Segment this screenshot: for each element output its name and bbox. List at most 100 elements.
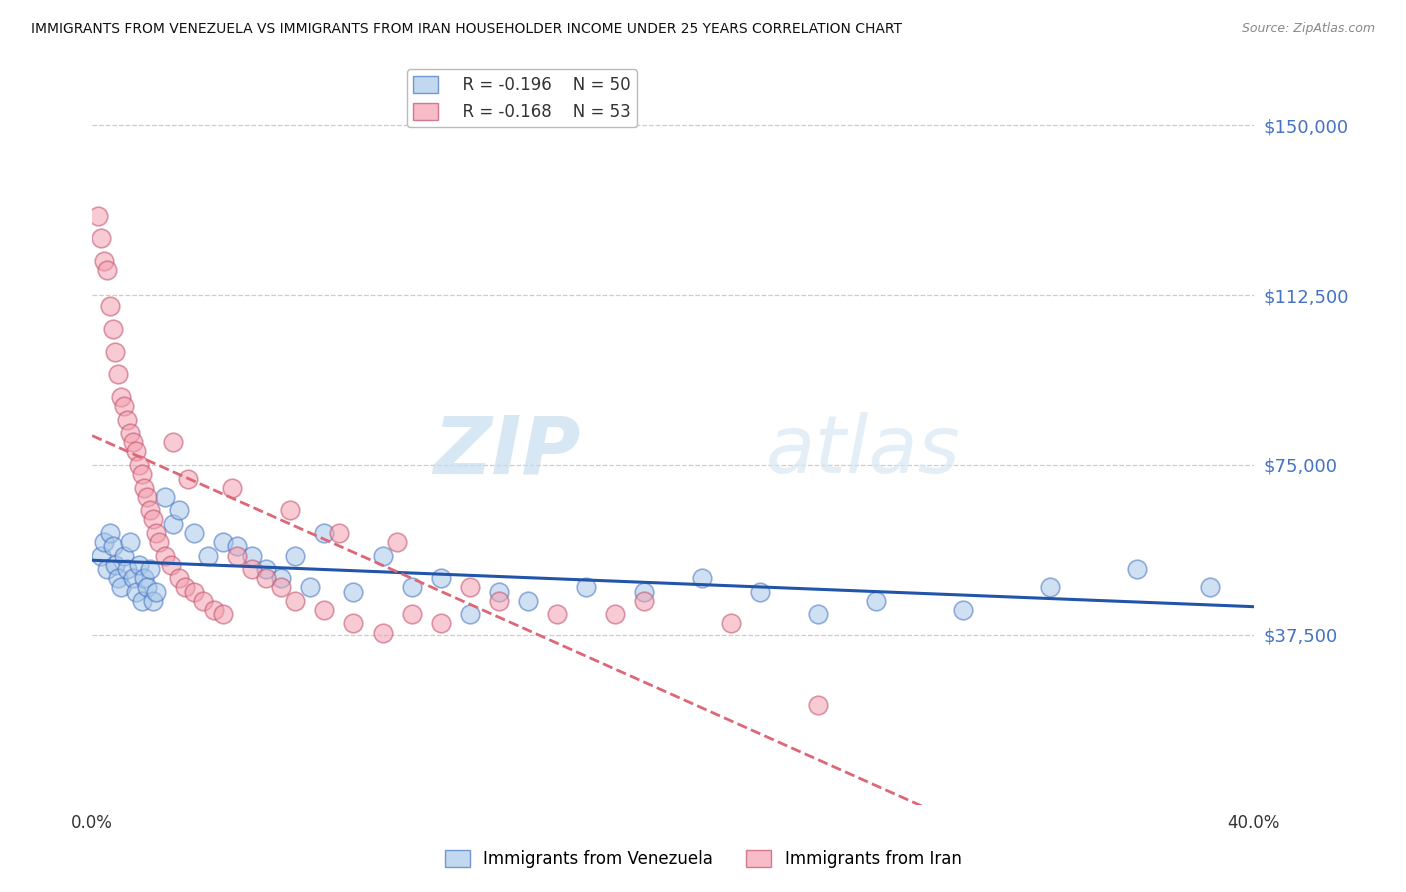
Point [197,549,219,563]
Point [254,571,277,585]
Point [254,562,277,576]
Point [153,549,176,563]
Point [90,231,112,245]
Point [112,399,135,413]
Point [314,603,336,617]
Point [87,209,110,223]
Point [342,616,364,631]
Point [101,540,124,554]
Point [134,481,156,495]
Point [110,580,132,594]
Point [546,607,568,622]
Point [169,571,191,585]
Point [284,549,307,563]
Text: IMMIGRANTS FROM VENEZUELA VS IMMIGRANTS FROM IRAN HOUSEHOLDER INCOME UNDER 25 YE: IMMIGRANTS FROM VENEZUELA VS IMMIGRANTS … [31,22,901,37]
Point [174,580,197,594]
Point [284,594,307,608]
Point [488,594,510,608]
Point [96,562,118,576]
Point [121,571,143,585]
Point [720,616,742,631]
Point [90,549,112,563]
Point [240,562,263,576]
Point [128,458,150,472]
Point [98,525,121,540]
Point [93,535,115,549]
Point [865,594,887,608]
Point [342,584,364,599]
Point [458,580,481,594]
Point [183,525,205,540]
Point [690,571,713,585]
Point [298,580,321,594]
Point [145,584,167,599]
Point [101,322,124,336]
Point [1199,580,1222,594]
Point [211,607,233,622]
Point [226,549,249,563]
Point [807,607,830,622]
Point [328,525,350,540]
Point [385,535,408,549]
Legend:   R = -0.196    N = 50,   R = -0.168    N = 53: R = -0.196 N = 50, R = -0.168 N = 53 [406,70,637,128]
Point [142,512,165,526]
Point [121,435,143,450]
Point [603,607,626,622]
Point [136,490,159,504]
Text: ZIP: ZIP [433,412,579,491]
Point [128,558,150,572]
Point [1039,580,1062,594]
Point [633,594,655,608]
Point [134,571,156,585]
Point [183,584,205,599]
Point [516,594,538,608]
Point [104,558,127,572]
Point [153,490,176,504]
Point [104,344,127,359]
Point [221,481,243,495]
Point [139,562,162,576]
Point [458,607,481,622]
Point [115,412,138,426]
Point [142,594,165,608]
Point [112,549,135,563]
Point [429,616,451,631]
Point [125,444,148,458]
Point [191,594,214,608]
Point [314,525,336,540]
Point [749,584,772,599]
Point [125,584,148,599]
Point [633,584,655,599]
Point [131,467,153,481]
Legend: Immigrants from Venezuela, Immigrants from Iran: Immigrants from Venezuela, Immigrants fr… [437,843,969,875]
Point [488,584,510,599]
Point [177,471,200,485]
Point [240,549,263,563]
Point [115,562,138,576]
Point [93,254,115,268]
Point [148,535,170,549]
Point [371,549,394,563]
Point [145,525,167,540]
Point [139,503,162,517]
Point [401,607,423,622]
Point [952,603,974,617]
Point [278,503,301,517]
Point [131,594,153,608]
Point [202,603,225,617]
Point [169,503,191,517]
Point [110,390,132,404]
Point [107,571,129,585]
Point [136,580,159,594]
Text: Source: ZipAtlas.com: Source: ZipAtlas.com [1241,22,1375,36]
Point [118,535,141,549]
Point [270,580,292,594]
Point [371,625,394,640]
Point [429,571,451,585]
Text: atlas: atlas [766,412,960,491]
Point [118,426,141,441]
Point [807,698,830,712]
Point [575,580,598,594]
Point [96,263,118,277]
Point [211,535,233,549]
